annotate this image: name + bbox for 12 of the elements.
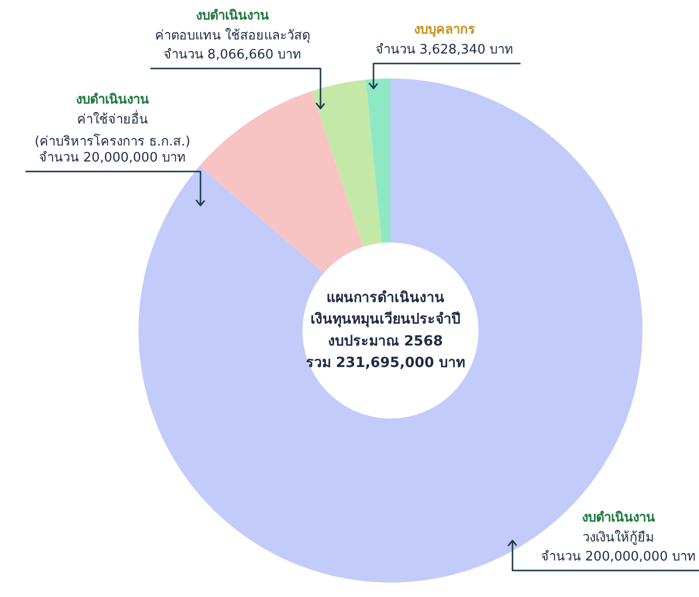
slice-label: งบบุคลากร xyxy=(414,22,475,38)
data-label: จำนวน 3,628,340 บาท xyxy=(375,42,514,58)
text: งบดำเนินงาน xyxy=(582,510,655,526)
slice-label: ค่าใช้จ่ายอื่น (ค่าบริหารโครงการ ธ.ก.ส.) xyxy=(34,110,190,150)
slice-label: ค่าตอบแทน ใช้สอยและวัสดุ xyxy=(154,28,310,44)
slice-label: วงเงินให้กู้ยืม xyxy=(582,530,654,546)
text: งบดำเนินงาน xyxy=(196,8,269,24)
text: แผนการดำเนินงาน เงินทุนหมุนเวียนประจำปี งบประมาณ 2568 รวม 231,695,000 บาท xyxy=(306,290,466,371)
data-label: จำนวน 20,000,000 บาท xyxy=(39,150,186,166)
data-label: จำนวน 200,000,000 บาท xyxy=(541,550,696,564)
text: งบดำเนินงาน xyxy=(76,92,149,108)
data-label: จำนวน 8,066,660 บาท xyxy=(163,48,302,62)
